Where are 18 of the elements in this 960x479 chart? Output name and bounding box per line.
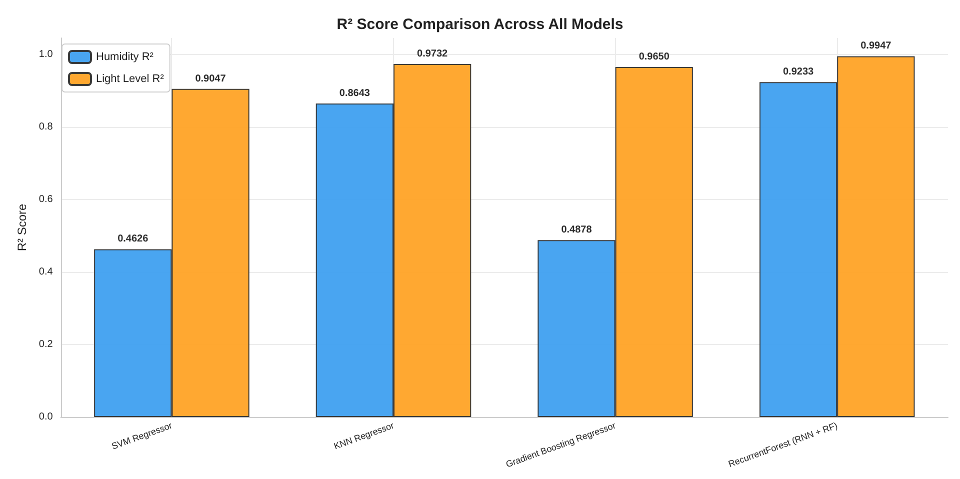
y-tick-label: 0.2 [38,338,54,350]
y-tick-label: 0.6 [38,194,54,205]
data-label: 0.4878 [561,224,592,236]
chart-title: R² Score Comparison Across All Models [336,16,624,33]
data-label: 0.9732 [417,48,448,60]
y-axis-title: R² Score [15,204,29,252]
data-label: 0.9047 [195,73,226,84]
y-tick-label: 0.4 [38,266,54,278]
data-label: 0.9233 [782,66,814,78]
y-tick-label: 0.0 [38,412,54,422]
y-tick-label: 0.8 [38,121,54,132]
legend-label: Humidity R² [96,51,154,63]
legend-label: Light Level R² [96,73,164,85]
y-tick-label: 1.0 [38,48,54,60]
data-label: 0.8643 [339,88,370,100]
data-label: 0.9947 [860,40,892,52]
data-label: 0.9650 [638,52,670,63]
data-label: 0.4626 [118,234,149,245]
